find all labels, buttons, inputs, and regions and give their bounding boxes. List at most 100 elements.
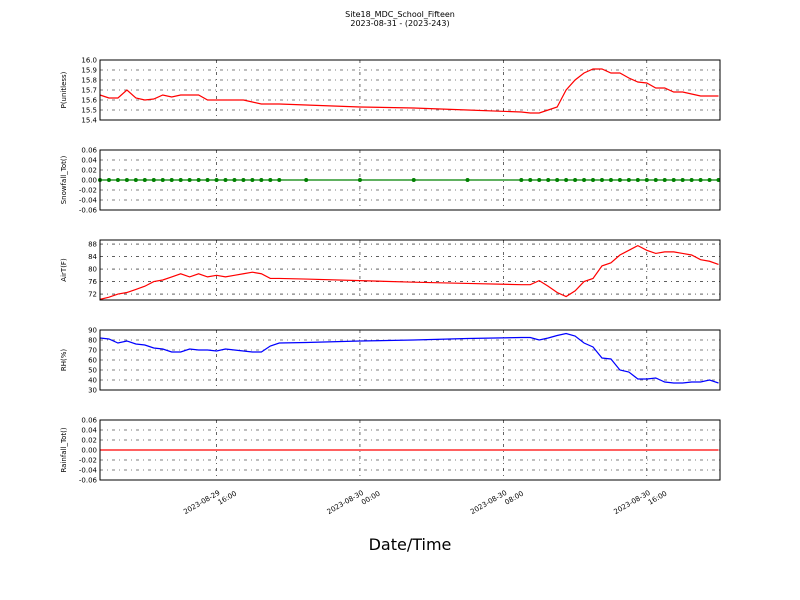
y-tick-label: 30 xyxy=(88,387,97,395)
data-line xyxy=(99,68,719,114)
y-tick-label: 0.06 xyxy=(81,417,97,425)
y-tick-label: 40 xyxy=(88,377,97,385)
data-point xyxy=(671,178,676,182)
y-tick-label: 0.02 xyxy=(81,437,97,445)
y-axis-label: Snowfall_Tot() xyxy=(60,155,68,204)
y-tick-label: -0.06 xyxy=(79,477,98,485)
data-point xyxy=(635,178,640,182)
data-line xyxy=(99,332,719,384)
data-point xyxy=(196,178,201,182)
data-point xyxy=(689,178,694,182)
data-point xyxy=(608,178,613,182)
data-point xyxy=(205,178,210,182)
data-point xyxy=(304,178,309,182)
data-point xyxy=(537,178,542,182)
data-point xyxy=(115,178,120,182)
plot-frame xyxy=(99,149,721,211)
y-tick-label: -0.02 xyxy=(79,457,97,465)
data-point xyxy=(169,178,174,182)
plot-frame xyxy=(99,239,721,301)
x-axis-label: Date/Time xyxy=(369,535,452,554)
x-tick-label: 2023-08-3008:00 xyxy=(469,482,525,524)
y-tick-label: 15.9 xyxy=(81,67,97,75)
y-tick-label: 0.04 xyxy=(81,157,97,165)
y-tick-label: 50 xyxy=(88,367,97,375)
y-tick-label: 15.7 xyxy=(81,87,97,95)
data-point xyxy=(555,178,560,182)
plot-frame xyxy=(99,419,721,481)
data-point xyxy=(573,178,578,182)
y-axis-label: RH(%) xyxy=(60,349,68,372)
y-tick-label: 70 xyxy=(88,347,97,355)
plot-frame xyxy=(99,329,721,391)
y-axis-label: Rainfall_Tot() xyxy=(60,427,68,472)
y-tick-label: 0.00 xyxy=(81,447,97,455)
data-point xyxy=(519,178,524,182)
y-tick-label: -0.06 xyxy=(79,207,98,215)
data-point xyxy=(259,178,264,182)
y-tick-label: 16.0 xyxy=(81,57,97,65)
data-point xyxy=(142,178,147,182)
data-point xyxy=(644,178,649,182)
x-tick-label: 2023-08-2916:00 xyxy=(182,482,238,524)
data-point xyxy=(465,178,470,182)
y-tick-label: 72 xyxy=(88,291,97,299)
data-point xyxy=(232,178,237,182)
data-point xyxy=(698,178,703,182)
data-point xyxy=(564,178,569,182)
data-point xyxy=(528,178,533,182)
y-tick-label: -0.04 xyxy=(79,197,98,205)
data-point xyxy=(160,178,165,182)
data-line xyxy=(99,244,719,300)
y-tick-label: -0.02 xyxy=(79,187,97,195)
data-point xyxy=(277,178,282,182)
data-point xyxy=(680,178,685,182)
y-tick-label: 0.00 xyxy=(81,177,97,185)
data-point xyxy=(626,178,631,182)
y-tick-label: 80 xyxy=(88,266,97,274)
y-tick-label: 80 xyxy=(88,337,97,345)
y-tick-label: 0.06 xyxy=(81,147,97,155)
y-tick-label: 0.04 xyxy=(81,427,97,435)
y-tick-label: 15.4 xyxy=(81,117,97,125)
data-point xyxy=(241,178,246,182)
data-point xyxy=(599,178,604,182)
y-tick-label: 76 xyxy=(88,278,97,286)
data-point xyxy=(357,178,362,182)
figure-title: Site18_MDC_School_Fifteen xyxy=(345,10,455,19)
data-point xyxy=(223,178,228,182)
figure-subtitle: 2023-08-31 - (2023-243) xyxy=(350,19,449,28)
data-point xyxy=(268,178,273,182)
y-tick-label: 15.5 xyxy=(81,107,97,115)
data-point xyxy=(124,178,129,182)
data-point xyxy=(662,178,667,182)
x-tick-label: 2023-08-3000:00 xyxy=(326,482,382,524)
data-point xyxy=(214,178,219,182)
data-point xyxy=(187,178,192,182)
data-point xyxy=(178,178,183,182)
x-tick-label: 2023-08-3016:00 xyxy=(613,482,669,524)
data-point xyxy=(151,178,156,182)
y-tick-label: 88 xyxy=(88,241,97,249)
data-point xyxy=(250,178,255,182)
y-tick-label: 0.02 xyxy=(81,167,97,175)
y-axis-label: P(unitless) xyxy=(60,71,68,108)
plot-frame xyxy=(99,59,721,121)
data-point xyxy=(591,178,596,182)
data-point xyxy=(411,178,416,182)
data-point xyxy=(707,178,712,182)
data-point xyxy=(617,178,622,182)
y-tick-label: 60 xyxy=(88,357,97,365)
data-point xyxy=(106,178,111,182)
y-tick-label: 84 xyxy=(88,253,97,261)
y-tick-label: 15.8 xyxy=(81,77,97,85)
y-tick-label: -0.04 xyxy=(79,467,98,475)
y-tick-label: 90 xyxy=(88,327,97,335)
data-point xyxy=(653,178,658,182)
y-tick-label: 15.6 xyxy=(81,97,97,105)
data-point xyxy=(546,178,551,182)
y-axis-label: AirT(F) xyxy=(60,258,68,282)
data-point xyxy=(133,178,138,182)
data-point xyxy=(582,178,587,182)
